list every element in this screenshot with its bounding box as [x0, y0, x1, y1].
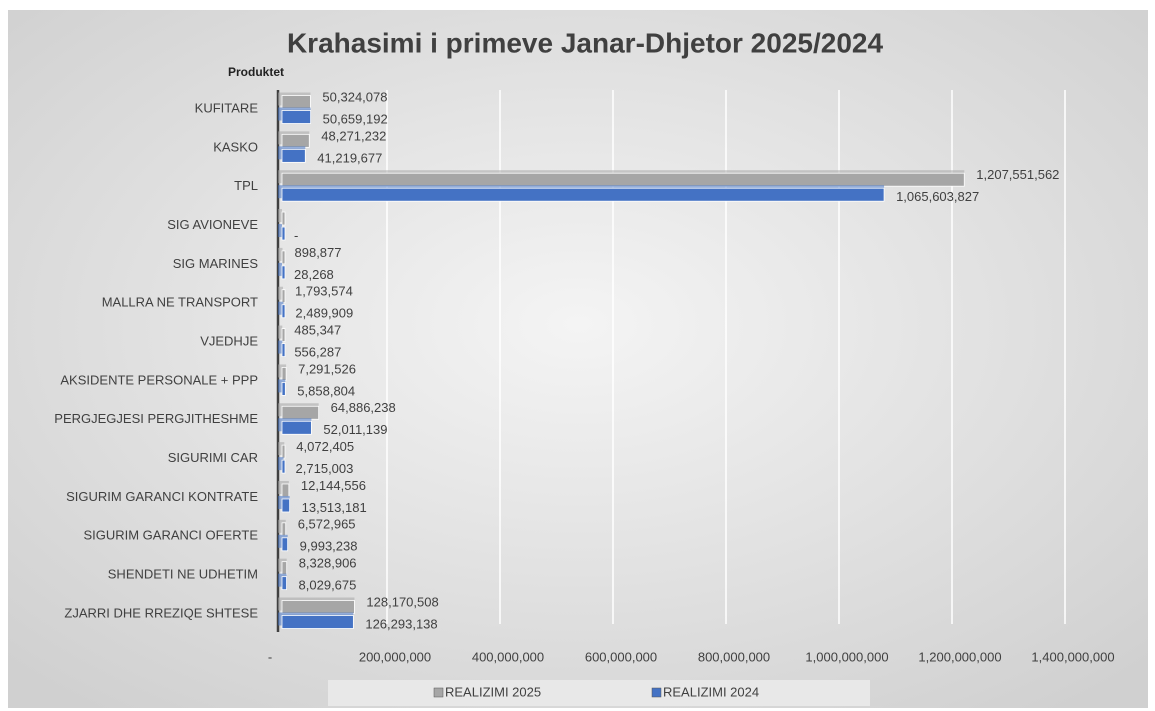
- bar: [281, 148, 306, 163]
- data-label: 1,065,603,827: [896, 189, 979, 204]
- data-label: 2,715,003: [296, 461, 354, 476]
- bar: [281, 382, 286, 396]
- data-label: 9,993,238: [300, 539, 358, 554]
- bar: [281, 498, 291, 513]
- data-label: 556,287: [294, 345, 341, 360]
- chart-title: Krahasimi i primeve Janar-Dhjetor 2025/2…: [287, 27, 884, 58]
- bar: [281, 95, 311, 109]
- data-label: 126,293,138: [365, 616, 437, 631]
- y-tick-label: ZJARRI DHE RREZIQE SHTESE: [64, 605, 258, 620]
- x-tick-label: 600,000,000: [585, 649, 657, 664]
- bar: [281, 367, 287, 381]
- y-tick-label: SIGURIM GARANCI KONTRATE: [66, 489, 258, 504]
- y-axis-title: Produktet: [228, 65, 284, 79]
- bar: [281, 600, 355, 614]
- data-label: 485,347: [294, 323, 341, 338]
- bar: [281, 304, 286, 319]
- legend-swatch: [433, 687, 444, 698]
- bar: [281, 561, 288, 576]
- data-label: 1,793,574: [295, 284, 353, 299]
- data-label: 5,858,804: [297, 383, 355, 398]
- bar-depth: [278, 247, 283, 261]
- bar: [281, 444, 286, 459]
- y-tick-label: TPL: [234, 178, 258, 193]
- data-label: -: [294, 228, 298, 243]
- bar: [281, 187, 885, 202]
- bar: [281, 522, 287, 537]
- y-tick-label: AKSIDENTE PERSONALE + PPP: [60, 372, 258, 387]
- data-label: 48,271,232: [321, 128, 386, 143]
- bar-depth: [278, 301, 284, 315]
- bar: [281, 211, 286, 226]
- y-tick-label: SHENDETI NE UDHETIM: [108, 567, 258, 582]
- bar: [281, 250, 286, 265]
- bar-depth: [278, 286, 284, 300]
- bar: [281, 537, 289, 552]
- y-tick-label: SIGURIMI CAR: [168, 450, 258, 465]
- legend-label: REALIZIMI 2024: [663, 684, 759, 699]
- x-tick-label: 1,200,000,000: [918, 649, 1001, 664]
- data-label: 898,877: [295, 245, 342, 260]
- data-label: 52,011,139: [323, 422, 387, 437]
- bar-depth: [278, 224, 282, 238]
- data-label: 13,513,181: [302, 500, 367, 515]
- y-tick-label: MALLRA NE TRANSPORT: [102, 295, 258, 310]
- x-tick-label: 1,400,000,000: [1031, 649, 1114, 664]
- legend-box: [328, 680, 870, 706]
- data-label: 41,219,677: [317, 150, 382, 165]
- bar: [281, 172, 965, 187]
- bar: [281, 265, 286, 280]
- bar-depth: [278, 325, 283, 339]
- bar: [281, 405, 320, 420]
- x-tick-label: 1,000,000,000: [805, 649, 888, 664]
- data-label: 50,324,078: [322, 89, 387, 104]
- bar-depth: [278, 262, 283, 276]
- data-label: 28,268: [294, 267, 334, 282]
- bar: [281, 133, 310, 148]
- data-label: 12,144,556: [301, 478, 366, 493]
- data-label: 64,886,238: [331, 400, 396, 415]
- data-label: 1,207,551,562: [976, 167, 1059, 182]
- y-tick-label: KUFITARE: [195, 100, 259, 115]
- y-tick-label: SIG AVIONEVE: [167, 217, 258, 232]
- bar: [281, 420, 312, 435]
- x-tick-label: 400,000,000: [472, 649, 544, 664]
- bar: [281, 110, 312, 124]
- bar: [281, 459, 286, 474]
- y-tick-label: SIGURIM GARANCI OFERTE: [83, 528, 258, 543]
- bar: [281, 615, 354, 629]
- bar-depth: [278, 209, 282, 223]
- y-tick-label: PERGJEGJESI PERGJITHESHME: [54, 411, 258, 426]
- data-label: 8,029,675: [299, 578, 357, 593]
- bar: [281, 289, 286, 304]
- bar: [281, 226, 286, 241]
- data-label: 8,328,906: [299, 556, 357, 571]
- bar-depth: [278, 457, 284, 471]
- x-tick-label: 200,000,000: [359, 649, 431, 664]
- chart-background: [8, 10, 1148, 708]
- x-tick-label: 800,000,000: [698, 649, 770, 664]
- data-label: 6,572,965: [298, 517, 356, 532]
- bar-depth: [278, 340, 283, 354]
- bar: [281, 328, 286, 342]
- x-tick-label: -: [268, 649, 272, 664]
- bar: [281, 483, 290, 498]
- data-label: 2,489,909: [295, 306, 353, 321]
- data-label: 7,291,526: [298, 361, 356, 376]
- bar: [281, 576, 287, 591]
- y-tick-label: VJEDHJE: [200, 334, 258, 349]
- legend-label: REALIZIMI 2025: [445, 684, 541, 699]
- data-label: 50,659,192: [323, 111, 388, 126]
- bar: [281, 343, 286, 357]
- bar-depth: [278, 442, 285, 456]
- legend-swatch: [651, 687, 662, 698]
- y-tick-label: SIG MARINES: [173, 256, 259, 271]
- y-tick-label: KASKO: [213, 139, 258, 154]
- data-label: 4,072,405: [296, 439, 354, 454]
- data-label: 128,170,508: [366, 594, 438, 609]
